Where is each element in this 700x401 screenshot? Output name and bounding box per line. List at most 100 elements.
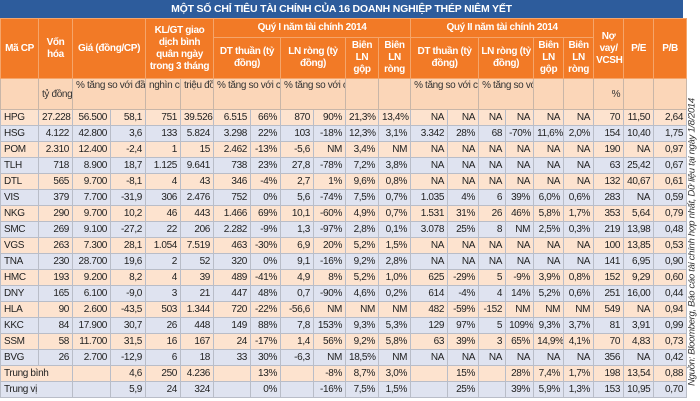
value-cell: 206 <box>180 221 214 238</box>
value-cell: NA <box>533 349 565 366</box>
value-cell: -97% <box>313 221 346 238</box>
value-cell: -9% <box>250 221 281 238</box>
stock-code-cell: DNY <box>0 285 39 302</box>
table-row: SSM 58 11.700 31,5 16 167 24 -17% 1,4 56% 9,2% 5,8%… <box>0 333 688 350</box>
table-row: VIS 379 7.700 -31,9 306 2.476 752 0% 5,6 -74% 7,5%… <box>0 189 688 206</box>
value-cell: NM <box>533 301 565 318</box>
summary-value-cell: 1,7% <box>563 365 595 382</box>
value-cell: 4 <box>145 269 181 286</box>
value-cell: 870 <box>280 109 314 126</box>
value-cell: -8,1 <box>110 173 146 190</box>
value-cell: 9,2% <box>345 253 379 270</box>
value-cell: 129 <box>410 317 449 334</box>
summary-value-cell: 10,95 <box>623 381 655 398</box>
value-cell: 16 <box>145 333 181 350</box>
summary-row: Trung bình 4,6 250 4.236 13% -8% 8,7% 3,0% 15% 28… <box>0 365 688 382</box>
value-cell: NA <box>505 173 535 190</box>
summary-value-cell: 0,88 <box>653 365 688 382</box>
value-cell: 97% <box>447 317 480 334</box>
value-cell: 9.700 <box>72 173 111 190</box>
stock-code-cell: HLA <box>0 301 39 318</box>
header-von-hoa: Vốn hóa <box>38 18 73 79</box>
value-cell: -18% <box>313 125 346 142</box>
value-cell: NA <box>478 157 507 174</box>
value-cell: NA <box>410 173 449 190</box>
value-cell: 5,2% <box>345 269 379 286</box>
summary-label: Trung bình <box>0 365 73 382</box>
value-cell: -2,4 <box>110 141 146 158</box>
value-cell: 9,1 <box>280 253 314 270</box>
stock-code-cell: VGS <box>0 237 39 254</box>
value-cell: 269 <box>38 221 73 238</box>
financial-table-panel: MỘT SỐ CHỈ TIÊU TÀI CHÍNH CỦA 16 DOANH N… <box>0 0 688 398</box>
summary-value-cell: 4.236 <box>180 365 214 382</box>
value-cell: 30% <box>250 349 281 366</box>
value-cell: 10,40 <box>623 125 655 142</box>
value-cell: 58,1 <box>110 109 146 126</box>
value-cell: 8 <box>478 221 507 238</box>
value-cell: NA <box>410 157 449 174</box>
value-cell: 153% <box>313 317 346 334</box>
value-cell: 6.515 <box>213 109 251 126</box>
value-cell: NA <box>447 237 480 254</box>
value-cell: 0,67 <box>653 157 688 174</box>
value-cell: 3.342 <box>410 125 449 142</box>
unit-q2-ln-pct: % tăng so với cùng kỳ <box>478 78 535 110</box>
value-cell: 0,73 <box>653 333 688 350</box>
value-cell: 42.800 <box>72 125 111 142</box>
value-cell: 1.344 <box>180 301 214 318</box>
value-cell: 1,3 <box>280 221 314 238</box>
value-cell: -17% <box>250 333 281 350</box>
summary-row: Trung vị 5,9 24 324 0% -16% 7,5% 1,5% 25% 39% 5,9%… <box>0 381 688 398</box>
value-cell: -41% <box>250 269 281 286</box>
value-cell: 5,8% <box>377 333 412 350</box>
stock-code-cell: HMC <box>0 269 39 286</box>
value-cell: 549 <box>593 301 625 318</box>
value-cell: 1.531 <box>410 205 449 222</box>
value-cell: 0,1% <box>377 221 412 238</box>
value-cell: NA <box>447 109 480 126</box>
unit-gia-pct: % tăng so với đầu năm <box>72 78 146 110</box>
header-q2-bien-gop: Biên LN gộp <box>533 37 565 79</box>
value-cell: NA <box>447 141 480 158</box>
value-cell: 13,4% <box>377 109 412 126</box>
header-q1: Quý I năm tài chính 2014 <box>212 18 412 38</box>
value-cell: 20% <box>313 237 346 254</box>
unit-q1-dt-pct: % tăng so với cùng kỳ <box>213 78 281 110</box>
value-cell: 165 <box>38 285 73 302</box>
value-cell: 31,5 <box>110 333 146 350</box>
table-title: MỘT SỐ CHỈ TIÊU TÀI CHÍNH CỦA 16 DOANH N… <box>0 0 683 18</box>
value-cell: 5,64 <box>623 205 655 222</box>
value-cell: 1.054 <box>145 237 181 254</box>
steel-companies-table: Mã CP Vốn hóa Giá (đồng/CP) KL/GT giao d… <box>0 18 688 398</box>
value-cell: -78% <box>313 157 346 174</box>
value-cell: 346 <box>213 173 251 190</box>
summary-value-cell: 7,5% <box>345 381 379 398</box>
value-cell: 5,2% <box>345 237 379 254</box>
value-cell: 11,50 <box>623 109 655 126</box>
value-cell: 0,6% <box>563 285 595 302</box>
value-cell: 6,9 <box>280 237 314 254</box>
value-cell: NA <box>447 157 480 174</box>
value-cell: 6,0% <box>533 189 565 206</box>
value-cell: 0,53 <box>653 237 688 254</box>
value-cell: 2,7 <box>280 173 314 190</box>
value-cell: 8,2 <box>110 269 146 286</box>
value-cell: 3,1% <box>377 125 412 142</box>
value-cell: 290 <box>38 205 73 222</box>
value-cell: 5,6 <box>280 189 314 206</box>
value-cell: NA <box>478 237 507 254</box>
value-cell: NA <box>533 141 565 158</box>
value-cell: 9.100 <box>72 221 111 238</box>
value-cell: NM <box>505 221 535 238</box>
value-cell: 0,6% <box>563 189 595 206</box>
value-cell: NM <box>313 141 346 158</box>
header-pb: P/B <box>653 18 688 79</box>
value-cell: 70 <box>593 333 625 350</box>
value-cell: 90% <box>313 109 346 126</box>
value-cell: NA <box>505 141 535 158</box>
value-cell: NA <box>533 253 565 270</box>
value-cell: 0,48 <box>653 221 688 238</box>
stock-code-cell: TLH <box>0 157 39 174</box>
value-cell: 4,1% <box>563 333 595 350</box>
